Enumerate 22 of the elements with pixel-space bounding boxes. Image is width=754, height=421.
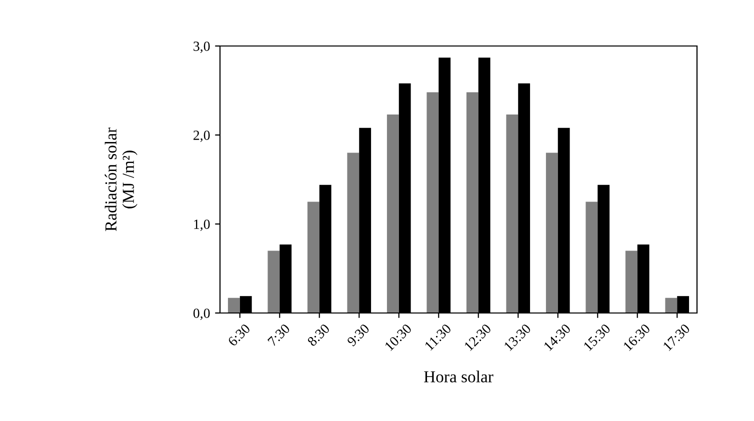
- bar: [386, 114, 399, 313]
- x-tick-label: 6:30: [227, 323, 251, 347]
- bar: [665, 298, 678, 313]
- x-tick-label: 8:30: [306, 323, 330, 347]
- x-axis-title: Hora solar: [424, 370, 494, 382]
- bar: [228, 298, 240, 313]
- x-tick-label: 9:30: [346, 323, 370, 347]
- y-tick-label: 2,0: [194, 130, 210, 142]
- bar: [268, 250, 280, 313]
- y-tick-label: 0,0: [193, 308, 210, 320]
- bar: [307, 202, 320, 313]
- y-tick-label: 3,0: [194, 42, 210, 53]
- y-axis-title: Radiación solar (MJ /m²): [104, 128, 138, 232]
- bar: [625, 250, 638, 313]
- bar: [426, 92, 439, 313]
- y-tick-label: 1,0: [194, 220, 210, 231]
- bar: [506, 114, 518, 313]
- bar: [586, 202, 598, 313]
- bar: [347, 152, 360, 313]
- bar: [546, 152, 558, 313]
- x-tick-label: 7:30: [267, 323, 290, 346]
- bar: [466, 92, 478, 313]
